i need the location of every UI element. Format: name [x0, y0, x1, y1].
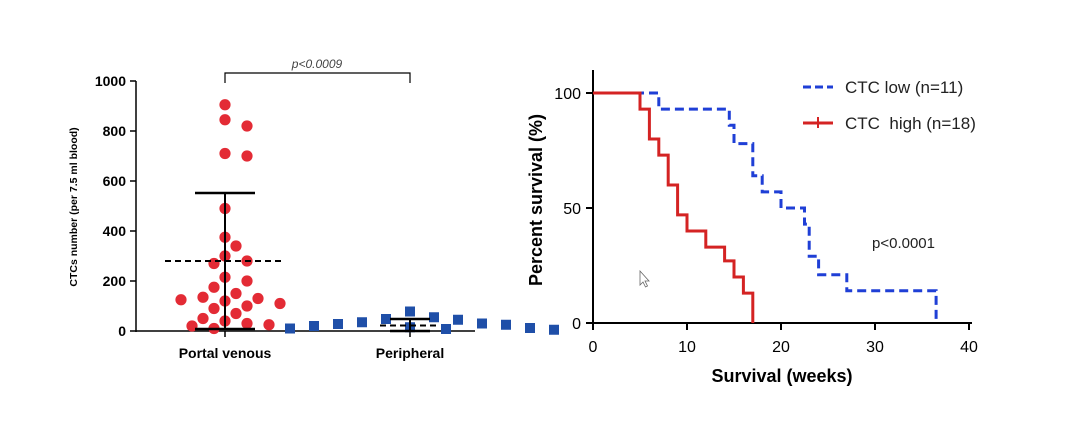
dotplot-y-tick-label: 0	[118, 323, 126, 339]
peripheral-point	[309, 321, 319, 331]
portal-venous-point	[175, 294, 187, 306]
legend-label-ctc-low: CTC low (n=11)	[845, 78, 963, 97]
portal-venous-point	[208, 302, 220, 315]
survival-y-axis-label: Percent survival (%)	[526, 114, 546, 286]
significance-bracket-line	[224, 72, 411, 83]
survival-y-tick-label: 100	[554, 86, 581, 103]
survival-x-tick-label: 0	[589, 339, 598, 356]
portal-venous-point	[230, 240, 242, 252]
portal-venous-point	[274, 297, 286, 310]
portal-venous-point	[219, 147, 231, 160]
survival-x-tick-label: 40	[960, 339, 978, 356]
peripheral-point	[405, 306, 415, 317]
survival-axes: 0 50 100 0 10 20 30 40	[554, 70, 978, 356]
portal-venous-point	[186, 320, 198, 332]
peripheral-point	[285, 323, 295, 334]
portal-venous-point	[241, 317, 253, 330]
survival-x-axis-label: Survival (weeks)	[711, 366, 852, 386]
portal-venous-point	[197, 312, 209, 325]
survival-p-value: p<0.0001	[872, 235, 935, 252]
portal-venous-point	[241, 120, 253, 132]
peripheral-point	[441, 324, 451, 334]
dotplot-x-axis: Portal venous Peripheral	[136, 330, 475, 361]
ctc-high-curve	[593, 91, 755, 323]
dotplot-x-tick-label: Peripheral	[376, 345, 444, 361]
peripheral-point	[453, 314, 463, 325]
peripheral-point	[357, 317, 367, 328]
portal-venous-point	[241, 275, 253, 287]
dotplot-mean-sd-bars	[165, 191, 440, 333]
portal-venous-point	[219, 114, 231, 126]
peripheral-point	[381, 314, 391, 324]
portal-venous-point	[208, 257, 220, 270]
survival-y-tick-label: 0	[572, 316, 581, 333]
dotplot-y-tick-label: 800	[103, 123, 127, 139]
portal-venous-point	[230, 287, 242, 300]
legend-label-ctc-high: CTC high (n=18)	[845, 114, 976, 133]
survival-x-tick-label: 30	[866, 339, 884, 356]
survival-chart: Percent survival (%) Survival (weeks) 0 5…	[526, 70, 978, 386]
portal-venous-point	[197, 291, 209, 303]
ctc-low-curve	[593, 91, 938, 323]
portal-venous-point	[252, 292, 264, 305]
ctc-dotplot-chart: CTCs number (per 7.5 ml blood) 0 200 400 60…	[68, 57, 559, 361]
dotplot-y-tick-label: 200	[103, 273, 127, 289]
dotplot-y-tick-label: 600	[103, 173, 127, 189]
survival-legend: CTC low (n=11) CTC high (n=18)	[803, 78, 976, 133]
peripheral-point	[477, 318, 487, 329]
peripheral-point	[501, 319, 511, 330]
peripheral-point	[525, 323, 535, 333]
portal-venous-point	[208, 281, 220, 293]
dotplot-points	[175, 99, 559, 335]
portal-venous-point	[263, 319, 275, 331]
survival-x-tick-label: 10	[678, 339, 696, 356]
dotplot-y-tick-label: 400	[103, 223, 127, 239]
peripheral-point	[549, 324, 559, 335]
dotplot-x-tick-label: Portal venous	[179, 345, 272, 361]
dotplot-y-axis: 0 200 400 600 800 1000	[95, 73, 137, 339]
peripheral-point	[429, 312, 439, 323]
dotplot-significance-bracket: p<0.0009	[224, 57, 411, 83]
mouse-cursor-icon	[639, 269, 650, 288]
dotplot-p-value: p<0.0009	[291, 57, 343, 71]
portal-venous-point	[230, 307, 242, 320]
dotplot-y-tick-label: 1000	[95, 73, 126, 89]
survival-y-tick-label: 50	[563, 201, 581, 218]
survival-curves	[593, 91, 938, 323]
dotplot-y-axis-label: CTCs number (per 7.5 ml blood)	[68, 127, 80, 286]
peripheral-point	[333, 319, 343, 329]
survival-x-tick-label: 20	[772, 339, 790, 356]
portal-venous-point	[241, 150, 253, 162]
portal-venous-point	[219, 99, 231, 111]
portal-venous-point	[241, 300, 253, 312]
